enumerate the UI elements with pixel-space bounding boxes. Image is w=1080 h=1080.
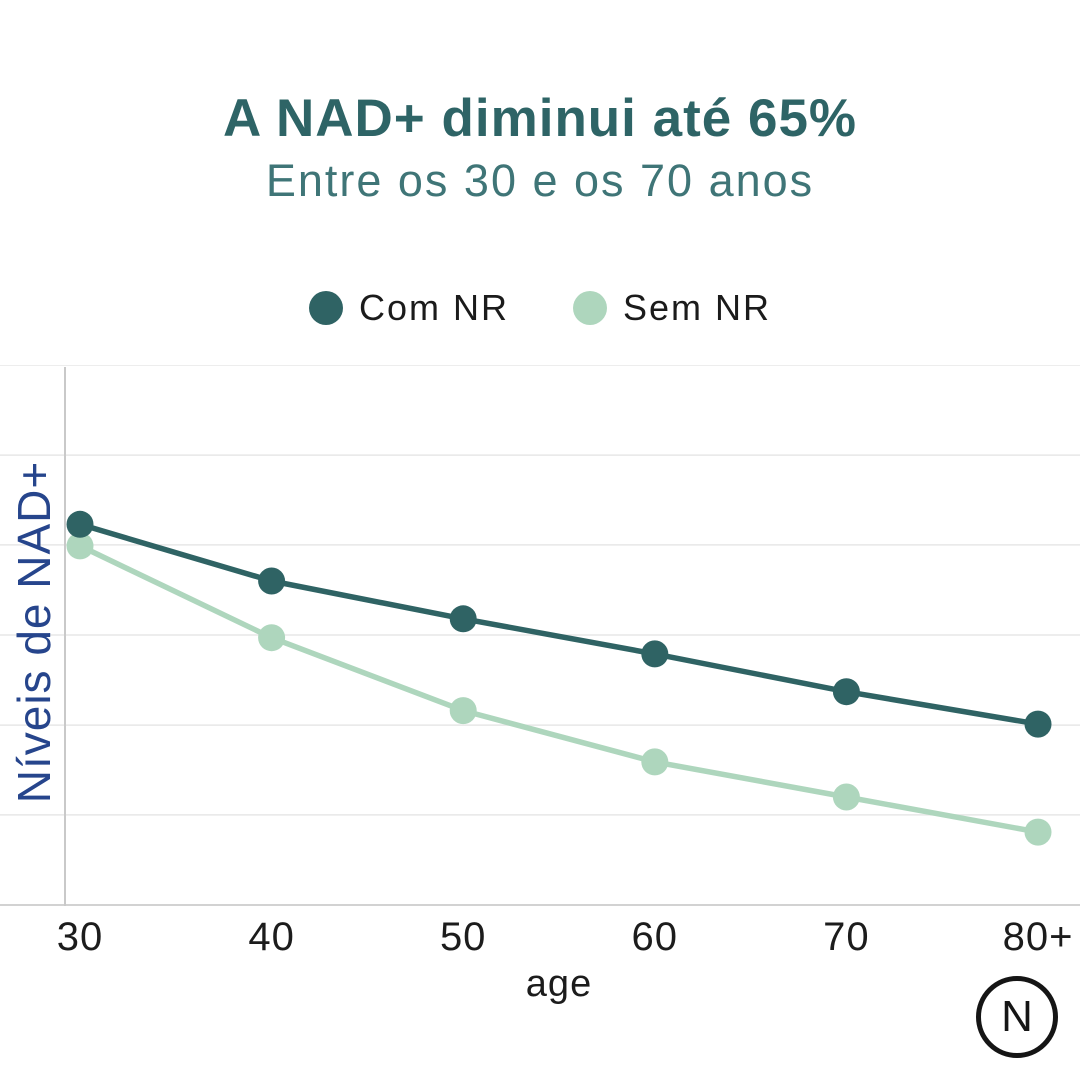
legend-item-com-nr: Com NR [308,287,509,329]
x-tick-label: 40 [248,915,295,959]
data-point-com-nr [1024,710,1052,738]
series-line-sem-nr [77,543,1041,835]
data-point-com-nr [258,567,286,595]
x-tick-label: 80+ [1002,915,1074,959]
x-tick-label: 70 [823,915,870,959]
page-title: A NAD+ diminui até 65% [222,89,858,148]
data-point-sem-nr [258,624,286,652]
legend-dot-light-icon [572,291,607,325]
data-point-sem-nr [66,532,94,560]
line-chart-plot-area [0,365,1080,906]
y-axis-label: Níveis de NAD+ [8,460,60,804]
data-point-sem-nr [1024,818,1052,846]
x-tick-label: 30 [56,915,104,959]
data-point-sem-nr [641,748,669,776]
series-line-com-nr [77,521,1041,727]
header: A NAD+ diminui até 65% Entre os 30 e os … [0,88,1080,206]
legend-dot-dark-icon [308,291,343,325]
data-point-sem-nr [832,783,860,811]
brand-logo: N [976,976,1058,1058]
data-point-com-nr [641,640,669,668]
x-axis-tick-row: 30 40 50 60 70 80+ [0,915,1080,959]
data-point-com-nr [832,678,860,706]
data-point-com-nr [66,510,94,538]
x-tick-label: 60 [631,915,679,959]
data-point-sem-nr [449,697,477,725]
data-point-com-nr [449,605,477,633]
legend-label: Sem NR [622,287,772,328]
x-axis-label: age [525,963,593,1005]
legend-label: Com NR [358,287,509,328]
x-tick-label: 50 [439,915,487,959]
chart-legend: Com NR Sem NR [0,283,1080,333]
legend-item-sem-nr: Sem NR [572,287,772,329]
brand-logo-letter: N [1001,992,1033,1041]
page-subtitle: Entre os 30 e os 70 anos [265,155,815,206]
